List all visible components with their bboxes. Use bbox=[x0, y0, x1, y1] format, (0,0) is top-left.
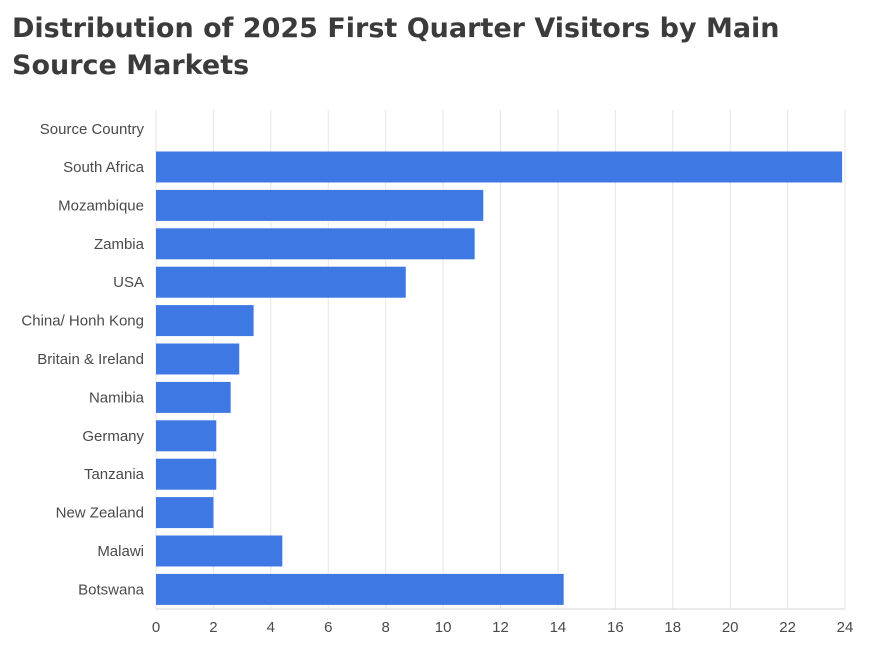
bar bbox=[156, 305, 254, 337]
grid-lines bbox=[155, 110, 846, 609]
bar bbox=[156, 228, 475, 260]
category-label: Tanzania bbox=[84, 466, 145, 483]
x-tick-label: 16 bbox=[607, 619, 624, 636]
bar bbox=[156, 497, 214, 529]
chart-title: Distribution of 2025 First Quarter Visit… bbox=[12, 13, 780, 81]
bar bbox=[156, 189, 484, 221]
category-label: China/ Honh Kong bbox=[21, 313, 144, 330]
bar bbox=[156, 573, 564, 605]
x-tick-label: 8 bbox=[381, 619, 389, 636]
x-tick-label: 18 bbox=[664, 619, 681, 636]
bar bbox=[156, 420, 217, 452]
x-tick-label: 24 bbox=[837, 619, 854, 636]
category-label: Botswana bbox=[78, 581, 145, 598]
x-tick-label: 12 bbox=[492, 619, 509, 636]
category-labels: Source Country South Africa Mozambique Zam… bbox=[21, 121, 144, 598]
x-tick-label: 20 bbox=[722, 619, 739, 636]
x-tick-label: 0 bbox=[152, 619, 160, 636]
bar bbox=[156, 343, 240, 375]
x-axis: 0 2 4 6 8 10 12 14 16 18 20 22 24 bbox=[152, 608, 854, 636]
bar bbox=[156, 151, 843, 183]
bar bbox=[156, 381, 231, 413]
x-tick-label: 6 bbox=[324, 619, 332, 636]
category-label: Namibia bbox=[89, 389, 145, 406]
category-label: South Africa bbox=[63, 159, 145, 176]
x-tick-label: 10 bbox=[435, 619, 452, 636]
x-tick-label: 4 bbox=[267, 619, 275, 636]
x-tick-label: 22 bbox=[779, 619, 796, 636]
bar bbox=[156, 458, 217, 490]
category-label: Britain & Ireland bbox=[37, 351, 144, 368]
category-label: Malawi bbox=[97, 543, 144, 560]
category-label: New Zealand bbox=[56, 505, 144, 522]
bar bbox=[156, 535, 283, 567]
category-label: Zambia bbox=[94, 236, 145, 253]
category-header: Source Country bbox=[40, 121, 145, 138]
category-label: Germany bbox=[82, 428, 144, 445]
category-label: Mozambique bbox=[58, 197, 144, 214]
category-label: USA bbox=[113, 274, 144, 291]
bars bbox=[156, 151, 843, 605]
bar bbox=[156, 266, 406, 298]
x-tick-label: 2 bbox=[209, 619, 217, 636]
x-tick-label: 14 bbox=[550, 619, 567, 636]
